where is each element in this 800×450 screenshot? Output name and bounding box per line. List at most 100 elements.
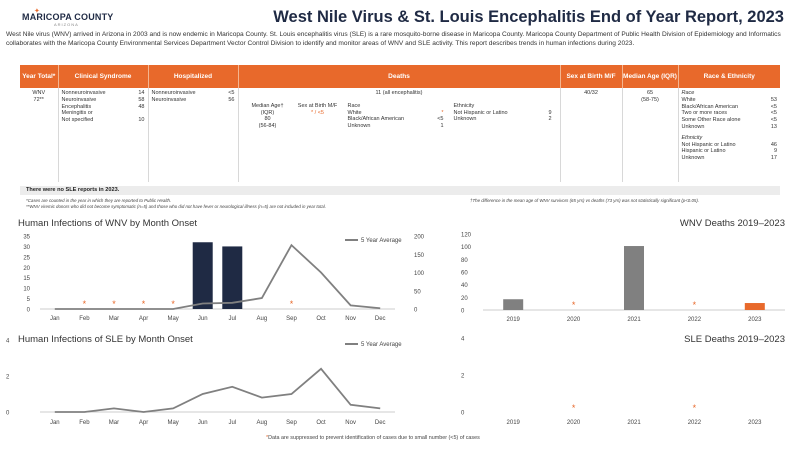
suppression-note: *Data are suppressed to prevent identifi… bbox=[266, 435, 480, 441]
table-row: Two or more races <5 bbox=[682, 110, 778, 117]
x-tick-label: Jan bbox=[50, 420, 60, 426]
bar bbox=[192, 242, 213, 309]
row-value: * bbox=[441, 109, 444, 116]
row-value: 14 bbox=[138, 90, 145, 96]
table-row: Neuroinvasive 56 bbox=[152, 97, 235, 104]
row-value: 2 bbox=[548, 116, 552, 123]
syndrome-cell: Nonneuroinvasive 14 Neuroinvasive 58 Encepha… bbox=[58, 88, 149, 182]
y-tick-label: 2 bbox=[461, 374, 465, 380]
x-tick-label: 2022 bbox=[688, 317, 702, 323]
table-row: Black/African American <5 bbox=[348, 116, 444, 123]
row-value: <5 bbox=[770, 117, 777, 124]
chart-title: Human Infections of SLE by Month Onset bbox=[18, 334, 193, 345]
bar bbox=[624, 246, 644, 310]
y2-tick-label: 150 bbox=[414, 253, 425, 259]
y2-tick-label: 50 bbox=[414, 289, 421, 295]
row-label: Two or more races bbox=[681, 110, 728, 117]
row-value: <5 bbox=[770, 110, 777, 117]
deaths-ethnicity: Ethnicity Not Hispanic or Latino 9 Unknown… bbox=[454, 103, 552, 130]
footnote-left: *Cases are counted in the year in which … bbox=[26, 198, 326, 209]
row-label: White bbox=[681, 96, 696, 103]
row-value: 53 bbox=[770, 96, 777, 103]
row-label: Unknown bbox=[453, 116, 477, 123]
report-title: West Nile Virus & St. Louis Encephalitis… bbox=[273, 8, 784, 26]
suppressed-marker: * bbox=[572, 300, 576, 310]
y-tick-label: 60 bbox=[461, 271, 468, 277]
x-tick-label: 2020 bbox=[567, 420, 581, 426]
row-value: <5 bbox=[228, 90, 235, 96]
deaths-age-label: Median Age† (IQR) bbox=[251, 103, 284, 116]
header-syndrome: Clinical Syndrome bbox=[58, 65, 149, 88]
legend-label: 5 Year Average bbox=[361, 238, 402, 244]
row-label: Unknown bbox=[347, 123, 371, 130]
row-value: <5 bbox=[437, 116, 444, 123]
x-tick-label: Oct bbox=[316, 420, 326, 426]
x-tick-label: Dec bbox=[375, 420, 386, 426]
race-title: Race bbox=[681, 90, 695, 96]
row-value: 9 bbox=[773, 148, 777, 155]
bar bbox=[744, 303, 765, 310]
x-tick-label: 2019 bbox=[507, 420, 521, 426]
age-cell: 65 (58-75) bbox=[622, 88, 679, 182]
y-tick-label: 15 bbox=[23, 276, 30, 282]
logo-star-icon: ✦ bbox=[34, 8, 40, 15]
row-value: 17 bbox=[770, 155, 777, 162]
y-tick-label: 20 bbox=[23, 266, 30, 272]
row-label: Encephalitis bbox=[61, 103, 92, 110]
deaths-sex-value: * / <5 bbox=[311, 109, 324, 116]
suppressed-marker: * bbox=[83, 299, 87, 309]
x-tick-label: Dec bbox=[375, 316, 386, 322]
x-tick-label: 2020 bbox=[567, 317, 581, 323]
x-tick-label: 2022 bbox=[688, 420, 702, 426]
y-tick-label: 120 bbox=[461, 233, 472, 239]
row-value: 48 bbox=[138, 103, 145, 110]
deaths-race-title: Race bbox=[347, 103, 361, 109]
x-tick-label: Sep bbox=[286, 316, 297, 322]
footnote-right: †The difference in the mean age of WNV s… bbox=[470, 198, 700, 203]
hospitalized-cell: Nonneuroinvasive <5 Neuroinvasive 56 bbox=[148, 88, 239, 182]
row-value: 1 bbox=[440, 123, 444, 130]
table-row: Unknown 17 bbox=[682, 155, 778, 162]
year-label: WNV bbox=[32, 90, 46, 96]
deaths-total: 11 (all encephalitis) bbox=[375, 90, 423, 96]
header-age: Median Age (IQR) bbox=[622, 65, 679, 88]
x-tick-label: 2023 bbox=[748, 420, 762, 426]
deaths-age-value: 80 bbox=[264, 116, 271, 123]
deaths-sex: Sex at Birth M/F * / <5 bbox=[298, 103, 338, 130]
row-label: Black/African American bbox=[347, 116, 405, 123]
row-value: 56 bbox=[228, 96, 235, 103]
table-row: White 53 bbox=[682, 97, 778, 104]
year-cell: WNV 72** bbox=[20, 88, 59, 182]
suppressed-marker: * bbox=[693, 300, 697, 310]
year-total: 72** bbox=[33, 97, 44, 103]
x-tick-label: Nov bbox=[345, 316, 356, 322]
row-value: <5 bbox=[770, 103, 777, 110]
race-cell: Race White 53 Black/African American <5 Two … bbox=[678, 88, 780, 182]
syndrome-list: Nonneuroinvasive 14 Neuroinvasive 58 Encepha… bbox=[62, 90, 145, 124]
row-label: Not Hispanic or Latino bbox=[681, 141, 736, 148]
header-year: Year Total* bbox=[20, 65, 59, 88]
y-tick-label: 0 bbox=[27, 308, 31, 314]
intro-paragraph: West Nile virus (WNV) arrived in Arizona… bbox=[6, 31, 781, 47]
table-row: Meningitis or bbox=[62, 110, 145, 117]
y-tick-label: 80 bbox=[461, 258, 468, 264]
x-tick-label: Jul bbox=[228, 316, 236, 322]
row-label: Black/African American bbox=[681, 103, 739, 110]
x-tick-label: 2019 bbox=[507, 317, 521, 323]
table-row: Nonneuroinvasive <5 bbox=[152, 90, 235, 97]
deaths-age-iqr: (56-84) bbox=[258, 122, 277, 129]
deaths-sex-label: Sex at Birth M/F bbox=[297, 103, 338, 109]
y-tick-label: 20 bbox=[461, 296, 468, 302]
y2-tick-label: 0 bbox=[414, 308, 418, 314]
y-tick-label: 4 bbox=[461, 337, 465, 343]
y-tick-label: 25 bbox=[23, 255, 30, 261]
x-tick-label: Jun bbox=[198, 420, 208, 426]
x-tick-label: Apr bbox=[139, 316, 148, 322]
suppressed-marker: * bbox=[112, 299, 116, 309]
chart-sle-month: Human Infections of SLE by Month Onset 0 2… bbox=[6, 334, 402, 426]
deaths-eth-title: Ethnicity bbox=[453, 103, 475, 109]
x-tick-label: Oct bbox=[316, 316, 326, 322]
row-label: Some Other Race alone bbox=[681, 117, 741, 124]
y-tick-label: 0 bbox=[6, 411, 10, 417]
x-tick-label: 2023 bbox=[748, 317, 762, 323]
